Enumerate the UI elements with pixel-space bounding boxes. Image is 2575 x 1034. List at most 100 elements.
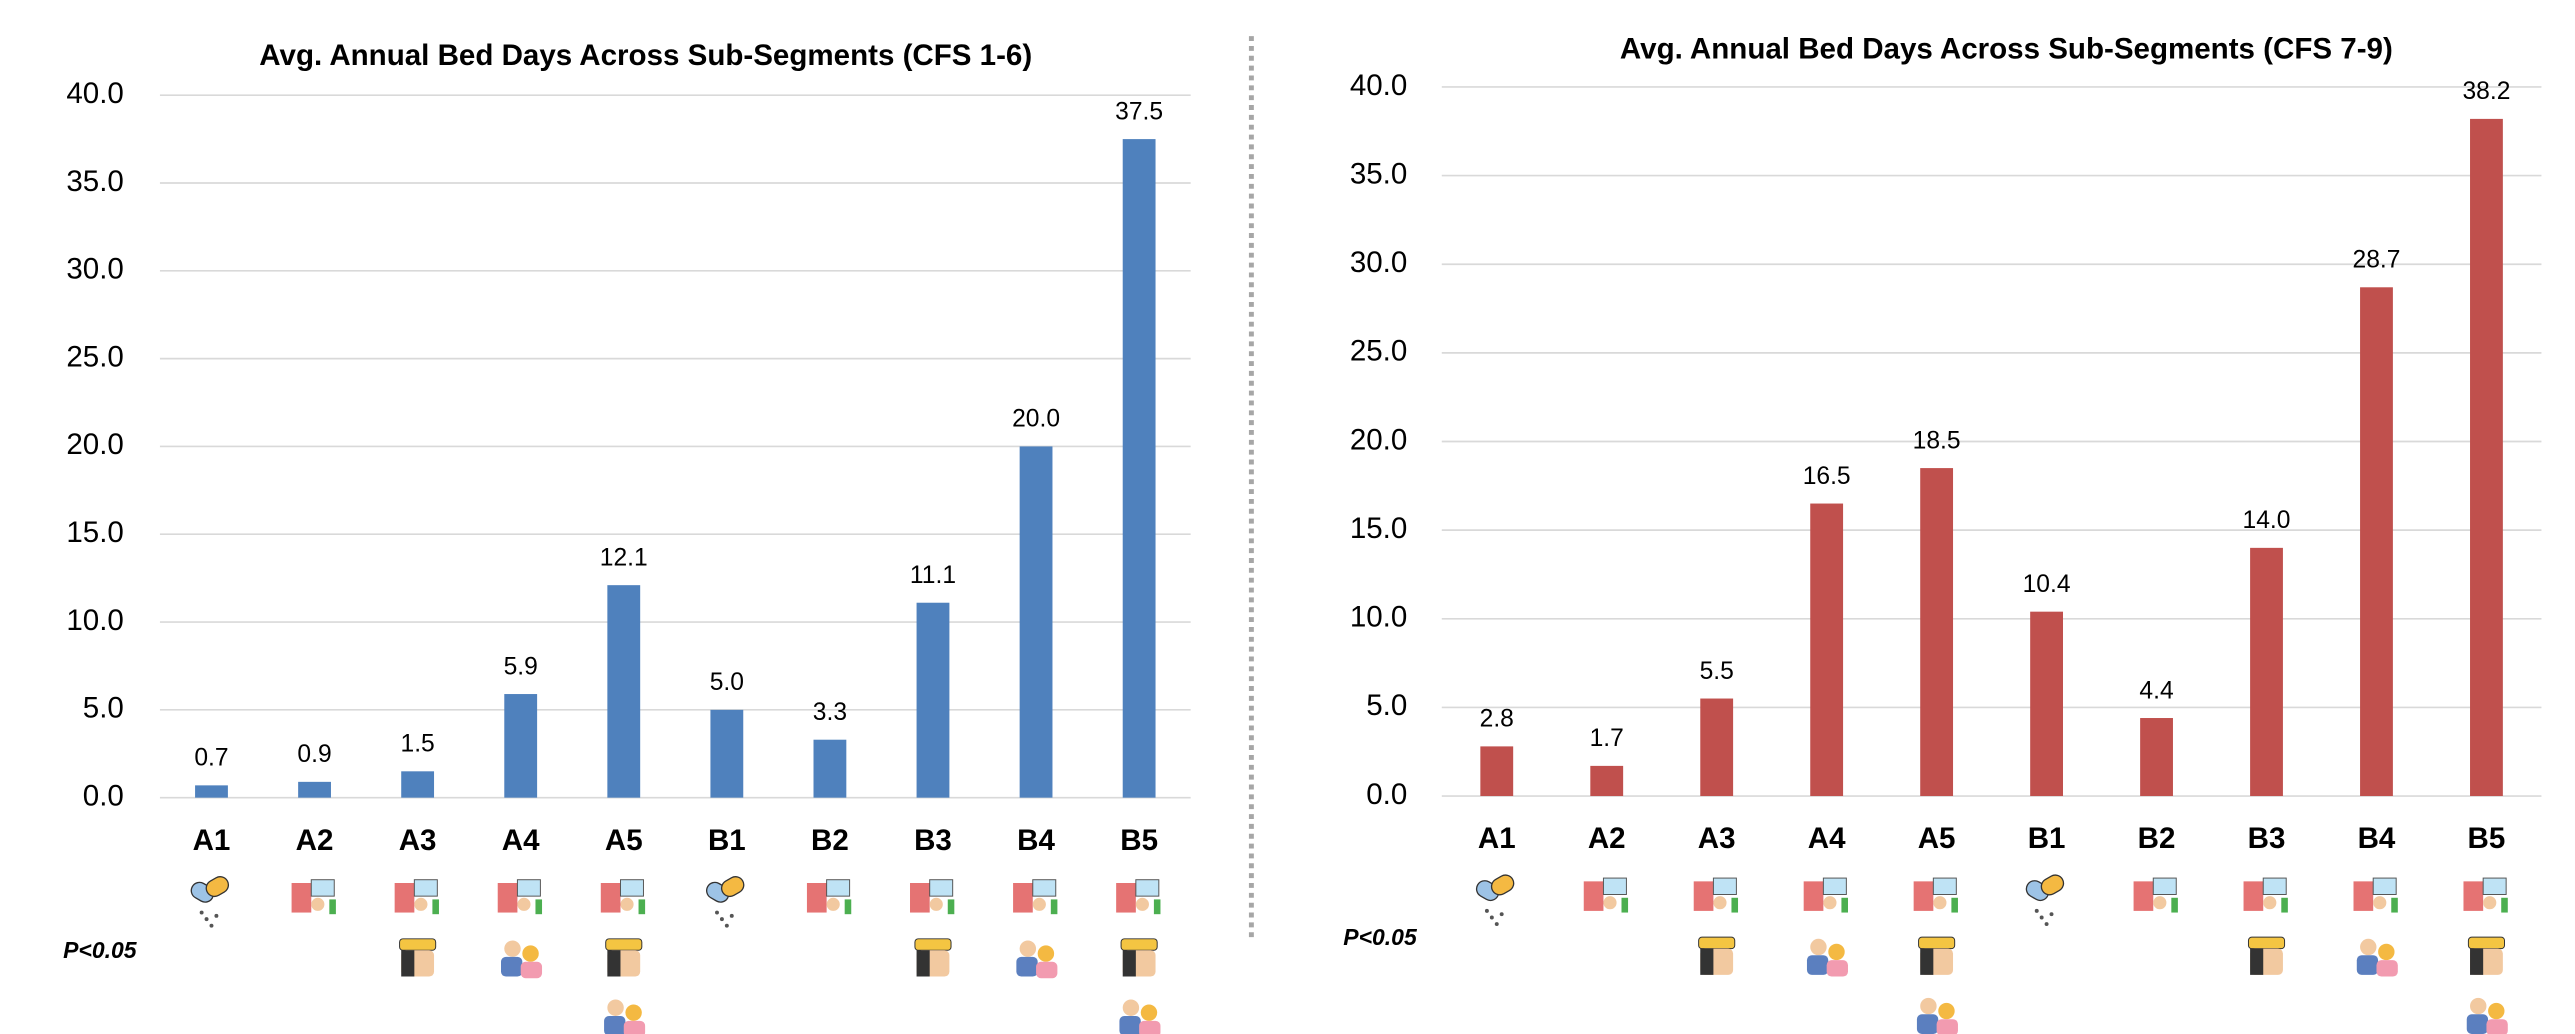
band: [1120, 938, 1158, 951]
body: [1139, 1020, 1161, 1034]
hair: [1700, 948, 1714, 975]
x-tick-label: A3: [1698, 822, 1736, 855]
hair: [1122, 950, 1136, 977]
monitor: [497, 883, 518, 913]
icon-P: [1475, 874, 1515, 927]
head: [2263, 896, 2277, 910]
x-tick-label: B1: [2028, 822, 2066, 855]
bar: [2470, 118, 2503, 797]
bar: [916, 602, 950, 798]
y-tick-label: 15.0: [66, 516, 123, 549]
screen: [516, 879, 541, 897]
band: [2467, 936, 2505, 950]
x-tick-label: B3: [2248, 822, 2286, 855]
body: [604, 1015, 626, 1034]
screen: [1712, 877, 1737, 895]
icon-M: [2353, 877, 2398, 913]
y-tick-label: 15.0: [1350, 512, 1407, 545]
y-tick-label: 0.0: [83, 779, 124, 812]
value-label: 10.4: [2023, 571, 2071, 598]
screen: [310, 879, 335, 897]
icon-H: [2247, 936, 2286, 975]
body: [2376, 960, 2398, 977]
screen: [1932, 877, 1957, 895]
value-label: 5.0: [710, 669, 744, 696]
head: [826, 897, 840, 911]
person: [1037, 945, 1055, 962]
icon-M: [1116, 879, 1161, 915]
icon-F: [604, 999, 646, 1034]
bar: [1810, 503, 1844, 797]
value-label: 14.0: [2243, 507, 2291, 534]
monitor: [1583, 881, 1604, 911]
pill: [2040, 874, 2065, 896]
bottle: [2171, 897, 2178, 913]
person: [1920, 997, 1937, 1015]
person: [625, 1004, 642, 1021]
monitor: [1913, 881, 1934, 911]
value-label: 0.9: [297, 741, 331, 768]
bottle: [1731, 897, 1739, 913]
body: [2356, 955, 2379, 975]
screen: [619, 879, 644, 897]
icon-P: [706, 876, 745, 928]
body: [1119, 1015, 1141, 1034]
head: [1823, 896, 1837, 910]
icon-F: [1806, 938, 1848, 977]
band: [605, 938, 643, 951]
icon-H: [1698, 936, 1736, 975]
icon-M: [1013, 879, 1058, 915]
person: [1938, 1002, 1955, 1020]
body: [1826, 960, 1848, 977]
x-tick-label: A5: [605, 824, 643, 857]
icon-H: [914, 938, 952, 977]
y-tick-label: 25.0: [66, 340, 123, 373]
monitor: [2133, 881, 2154, 911]
value-label: 1.7: [1590, 725, 1624, 752]
y-tick-label: 25.0: [1350, 335, 1407, 368]
bottle: [2501, 897, 2508, 913]
bottle: [1050, 899, 1058, 915]
person: [1810, 938, 1827, 956]
body: [1806, 955, 1829, 975]
bottle: [1841, 897, 1848, 913]
bar: [1590, 765, 1624, 797]
bar: [607, 585, 641, 798]
x-tick-label: B5: [2468, 822, 2506, 855]
dot: [1499, 912, 1504, 917]
annotation: P<0.05: [1343, 924, 1418, 950]
icon-M: [1583, 877, 1629, 913]
x-tick-label: A4: [1808, 822, 1846, 855]
band: [1698, 936, 1736, 950]
hair: [2470, 948, 2484, 975]
screen: [1135, 879, 1160, 897]
icon-M: [291, 879, 336, 915]
annotation: P<0.05: [63, 937, 138, 963]
head: [1603, 896, 1617, 910]
y-tick-label: 0.0: [1366, 778, 1407, 811]
value-label: 38.2: [2462, 78, 2510, 105]
bar: [813, 739, 847, 798]
chart-title: Avg. Annual Bed Days Across Sub-Segments…: [259, 39, 1032, 72]
band: [2247, 936, 2286, 950]
y-tick-label: 30.0: [66, 253, 123, 286]
body: [2466, 1014, 2489, 1034]
head: [2153, 896, 2167, 910]
bar: [2140, 718, 2173, 797]
dot: [719, 917, 724, 922]
head: [1135, 897, 1149, 911]
bottle: [432, 899, 439, 915]
dot: [715, 910, 719, 915]
bar: [2250, 547, 2283, 797]
value-label: 16.5: [1803, 463, 1851, 490]
bar: [1019, 446, 1053, 798]
band: [399, 938, 437, 951]
icon-M: [1803, 877, 1848, 913]
icon-H: [399, 938, 437, 977]
monitor: [291, 883, 312, 913]
body: [501, 956, 523, 977]
bar: [2360, 287, 2393, 797]
body: [623, 1020, 646, 1034]
monitor: [2243, 881, 2264, 911]
value-label: 12.1: [600, 544, 648, 571]
